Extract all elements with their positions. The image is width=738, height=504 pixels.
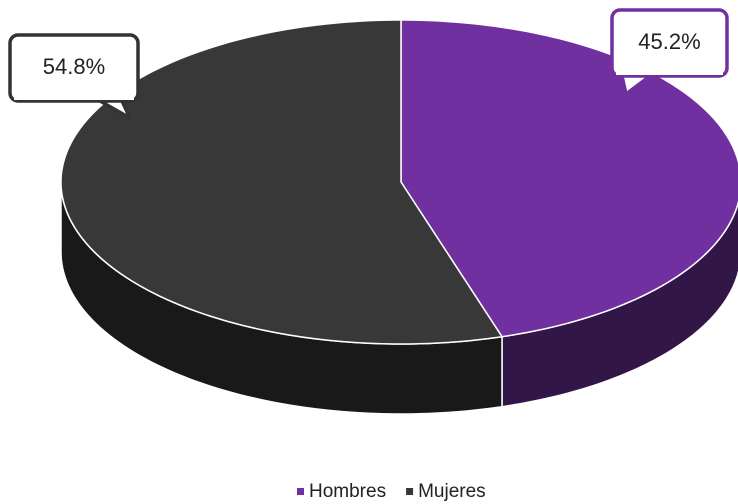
value-label: 45.2%	[638, 29, 700, 54]
callout-mask	[616, 70, 723, 75]
callout-mask	[14, 95, 134, 100]
legend-swatch	[297, 488, 304, 495]
legend-label: Hombres	[309, 481, 386, 502]
chart: 45.2% 54.8% Hombres Mujeres	[0, 0, 738, 504]
legend-swatch	[406, 488, 413, 495]
page: {"chart_data": {"type": "pie3d", "catego…	[0, 0, 738, 504]
legend-label: Mujeres	[418, 481, 486, 502]
value-label: 54.8%	[43, 54, 105, 79]
